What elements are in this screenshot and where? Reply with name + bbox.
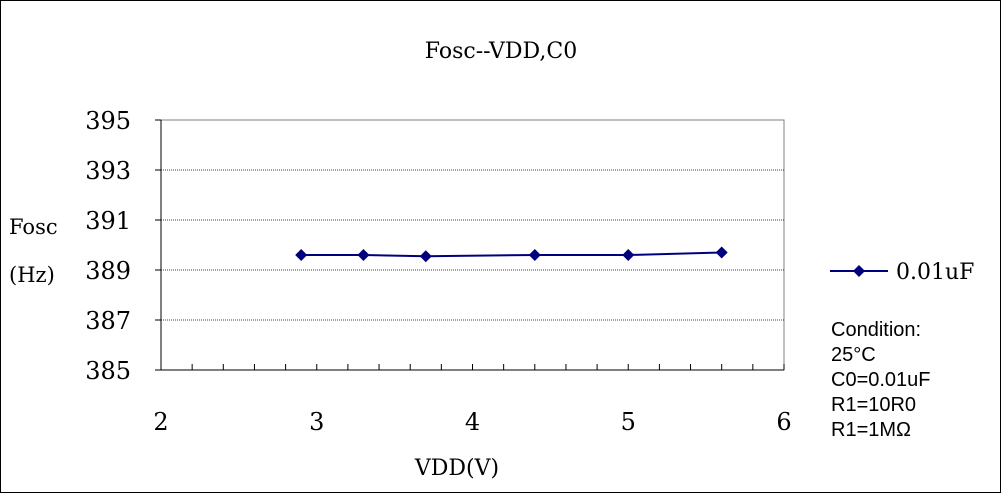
chart-title: Fosc--VDD,C0 [425,39,577,64]
y-tick-label: 395 [85,107,131,135]
condition-temperature: 25°C [831,344,876,366]
tick-labels: 385 387 389 391 393 395 2 3 4 5 6 [85,107,791,436]
series-line [301,251,722,258]
condition-c0: C0=0.01uF [831,369,931,391]
condition-r1-ratio: R1=10R0 [831,394,917,416]
y-tick-label: 393 [85,157,131,185]
y-tick-label: 387 [85,307,131,335]
series-layer [295,246,728,263]
data-point [622,249,635,261]
x-tick-label: 3 [309,408,324,436]
x-tick-label: 2 [153,408,168,436]
data-point [419,250,432,263]
legend: 0.01uF [830,260,974,285]
y-axis-label-line-1: Fosc [9,215,58,239]
data-point [295,249,308,261]
data-point [528,249,541,261]
y-tick-label: 385 [85,357,131,385]
condition-r1-value: R1=1MΩ [831,419,911,441]
x-tick-label: 4 [465,408,480,436]
legend-label: 0.01uF [896,260,974,285]
condition-heading: Condition: [831,319,922,341]
y-tick-label: 391 [85,207,131,235]
y-tick-label: 389 [85,257,131,285]
data-point [715,246,728,259]
x-tick-label: 5 [621,408,636,436]
legend-marker [853,265,865,277]
x-axis-label: VDD(V) [414,456,499,481]
plot-area [160,119,785,371]
y-axis-label-line-2: (Hz) [9,263,55,287]
data-point [357,249,370,261]
axes [155,119,785,371]
x-tick-label: 6 [776,408,791,436]
